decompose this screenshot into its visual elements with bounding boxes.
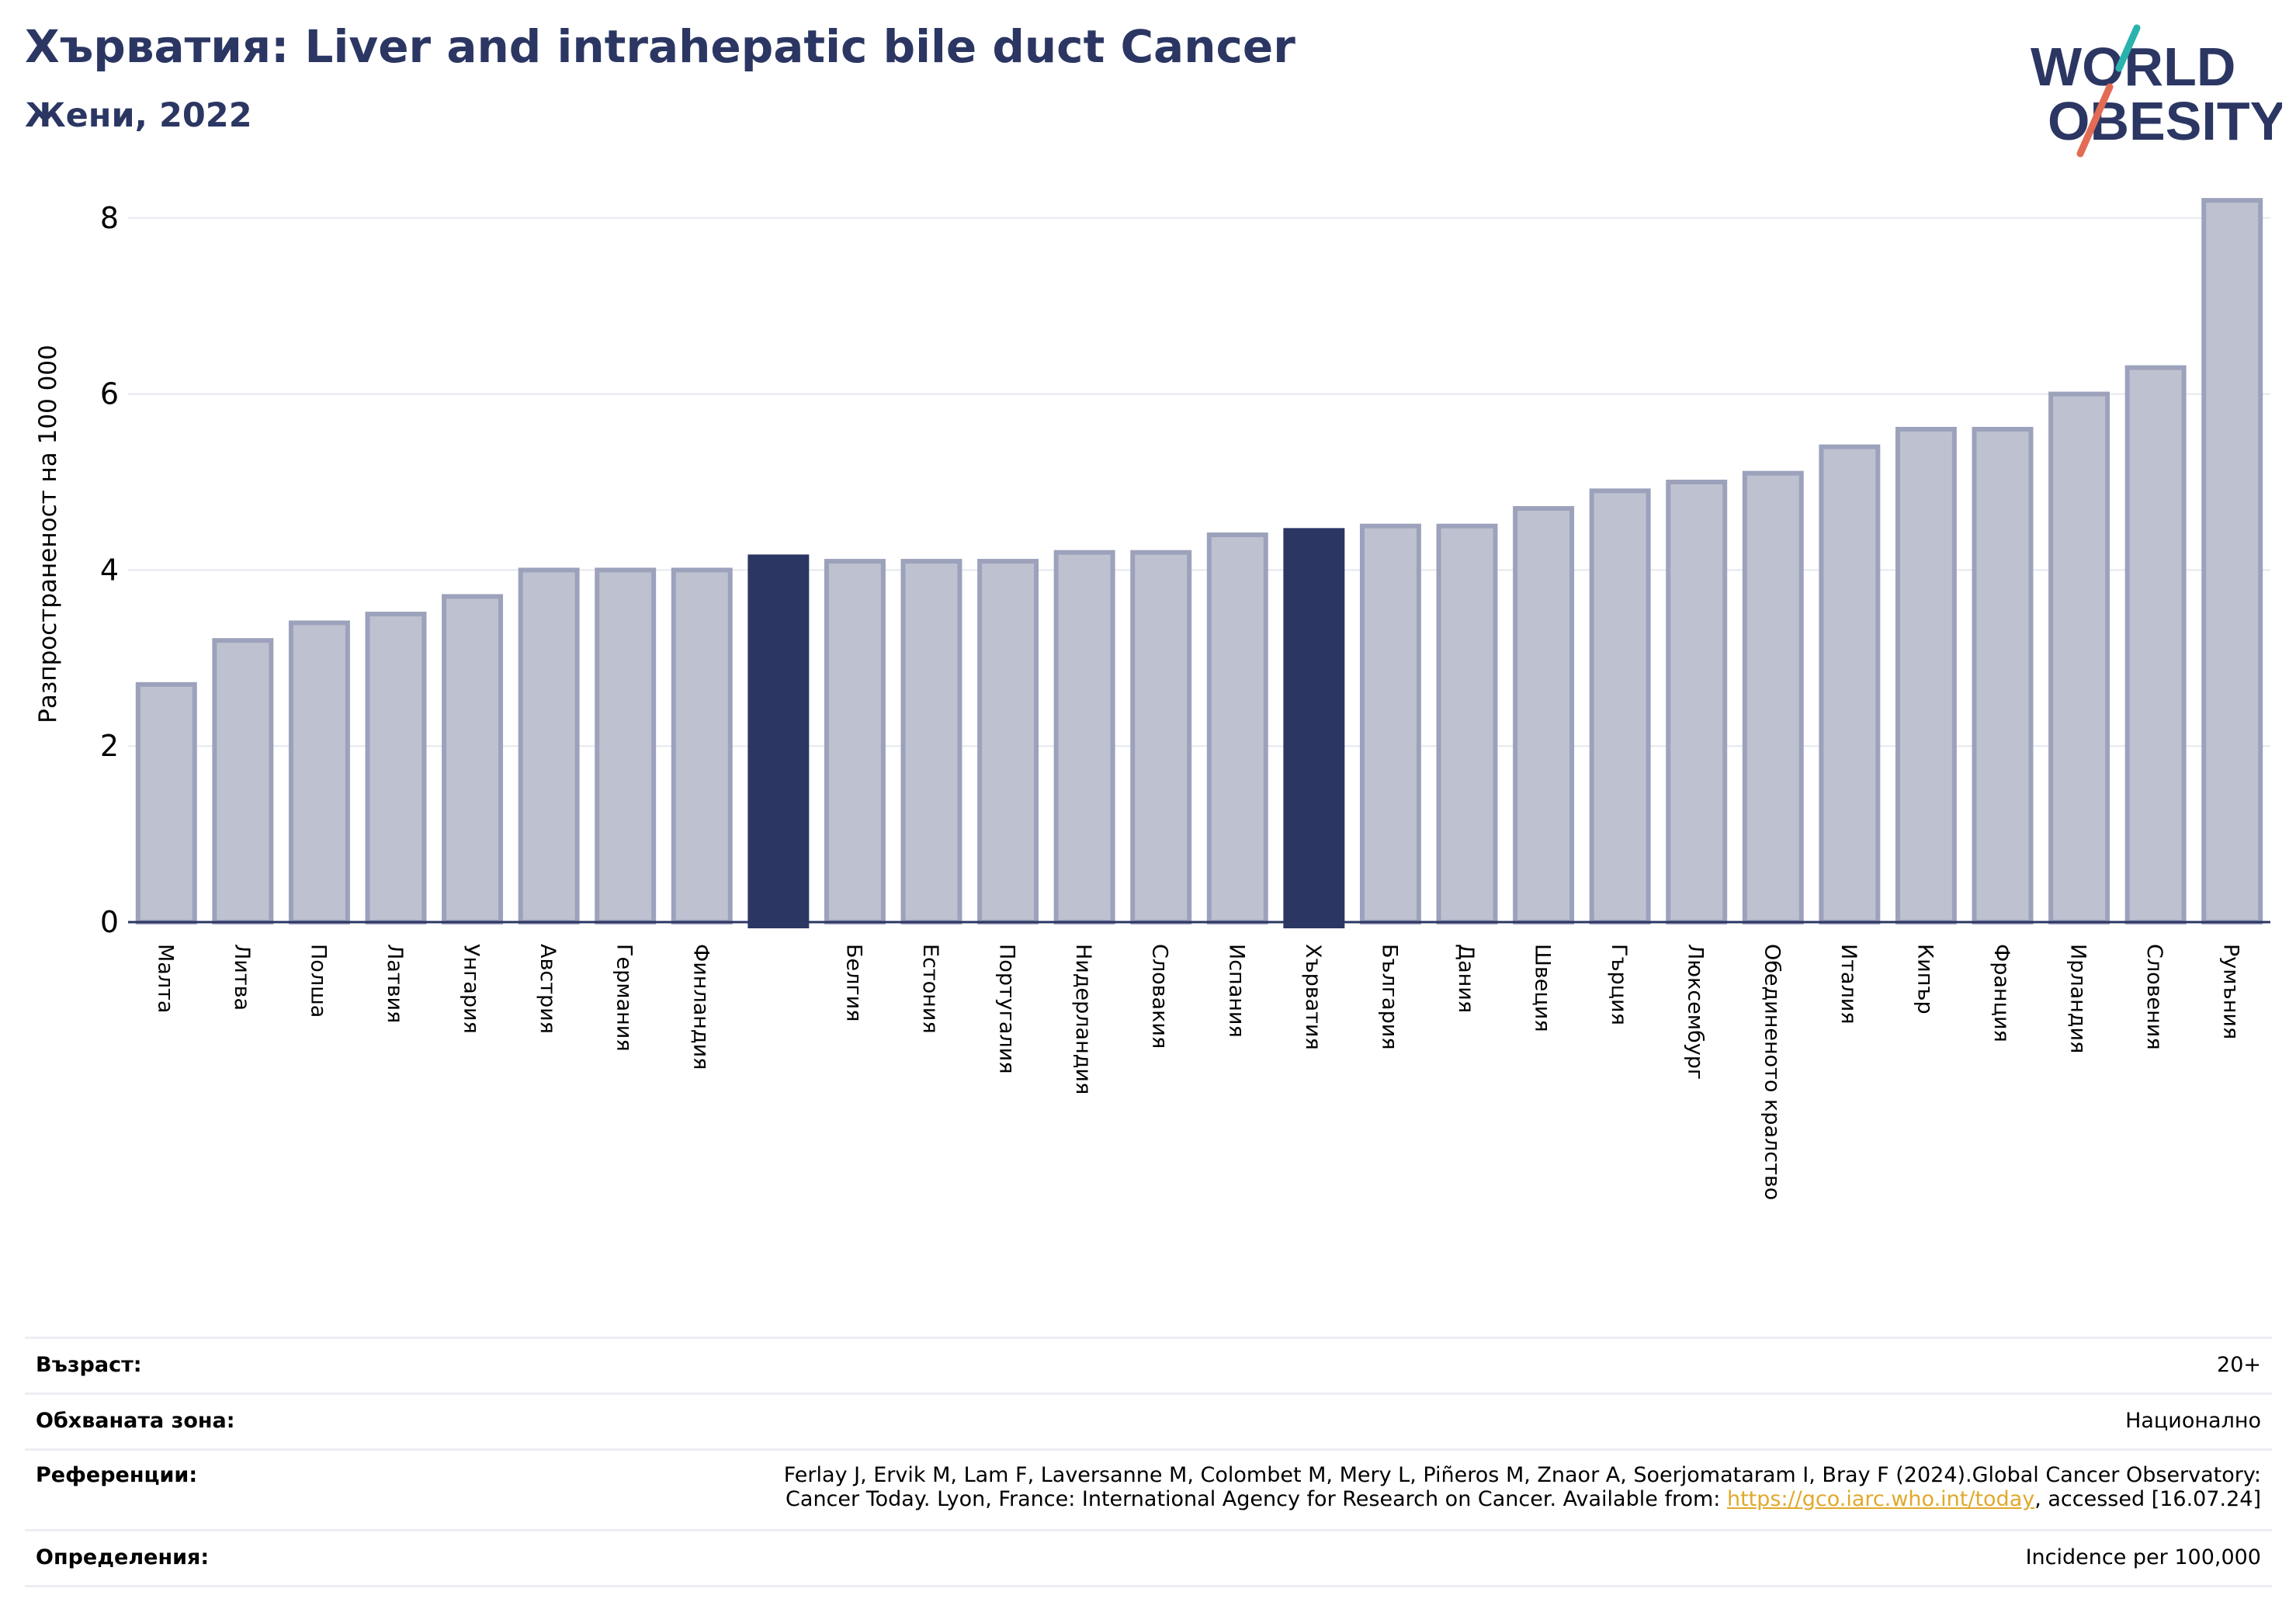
world-obesity-logo: WORLD OBESITY — [2018, 22, 2282, 169]
y-tick-label: 8 — [100, 201, 119, 235]
bar — [135, 681, 197, 924]
references-value: Ferlay J, Ervik M, Lam F, Laversanne M, … — [784, 1463, 2261, 1511]
x-tick-label: Дания — [1454, 944, 1478, 1013]
bar — [518, 567, 580, 925]
info-row-area: Обхваната зона: Национално — [25, 1395, 2272, 1451]
bar — [1053, 550, 1115, 924]
chart-svg: 0 2 4 6 8 Разпространеност на 100 000 Малта Лит… — [34, 198, 2270, 1200]
x-tick-label: Словакия — [1148, 944, 1172, 1049]
bar — [442, 594, 504, 924]
x-tick-label: Румъния — [2219, 944, 2243, 1039]
bar — [1895, 426, 1957, 924]
x-tick-label: Швеция — [1531, 944, 1555, 1032]
bar — [900, 559, 962, 924]
bar — [824, 559, 886, 924]
x-tick-label: Литва — [230, 944, 254, 1011]
bar — [288, 620, 350, 924]
bar — [212, 638, 274, 924]
x-tick-label: Обединеното кралство — [1760, 944, 1784, 1200]
area-label: Обхваната зона: — [36, 1409, 235, 1433]
references-line-1: Ferlay J, Ervik M, Lam F, Laversanne M, … — [783, 1463, 2261, 1487]
x-tick-label: Малта — [153, 944, 177, 1013]
x-tick-label: Финландия — [688, 944, 713, 1070]
y-tick-label: 4 — [100, 553, 119, 587]
info-row-references: Референции: Ferlay J, Ervik M, Lam F, La… — [25, 1451, 2272, 1531]
bar-chart: 0 2 4 6 8 Разпространеност на 100 000 Малта Лит… — [34, 198, 2270, 1200]
bar — [1666, 480, 1728, 924]
info-row-age: Възраст: 20+ — [25, 1339, 2272, 1395]
bar — [1206, 532, 1268, 924]
bar — [1589, 488, 1651, 924]
age-label: Възраст: — [36, 1353, 142, 1377]
bar — [1742, 470, 1804, 924]
x-tick-label: Нидерландия — [1071, 944, 1095, 1094]
logo-word-world: WORLD — [2031, 36, 2235, 97]
references-link[interactable]: https://gco.iarc.who.int/today — [1726, 1487, 2035, 1511]
bar — [365, 612, 427, 924]
x-tick-label: Гърция — [1607, 944, 1631, 1025]
chart-subtitle: Жени, 2022 — [25, 96, 252, 135]
definitions-label: Определения: — [36, 1545, 210, 1569]
references-line-2-end: , accessed [16.07.24] — [2034, 1487, 2261, 1511]
age-value: 20+ — [2217, 1353, 2261, 1377]
bar — [671, 567, 733, 925]
bar — [1819, 444, 1881, 924]
x-tick-label: Естония — [918, 944, 942, 1034]
bar — [595, 567, 657, 925]
x-tick-label: Португалия — [995, 944, 1019, 1073]
bar — [1513, 506, 1575, 924]
x-tick-label: Люксембург — [1684, 944, 1708, 1080]
bar — [747, 554, 810, 928]
definitions-value: Incidence per 100,000 — [2025, 1545, 2261, 1569]
references-line-2-start: Cancer Today. Lyon, France: Internationa… — [786, 1487, 1727, 1511]
bar — [2124, 365, 2187, 924]
bar — [1283, 528, 1345, 928]
x-tick-label: Хърватия — [1301, 944, 1325, 1050]
x-tick-label: Ирландия — [2066, 944, 2090, 1053]
x-tick-label: Германия — [612, 944, 636, 1052]
logo-coral-slash — [2076, 83, 2114, 158]
bar — [977, 559, 1039, 924]
logo-teal-slash — [2115, 24, 2141, 72]
references-label: Референции: — [36, 1463, 198, 1487]
bar — [2201, 198, 2263, 924]
x-tick-label: Словения — [2142, 944, 2166, 1050]
x-tick-label: Австрия — [536, 944, 560, 1034]
y-tick-label: 6 — [100, 377, 119, 411]
area-value: Национално — [2125, 1409, 2261, 1433]
x-tick-label: Полша — [306, 944, 330, 1018]
y-axis-label: Разпространеност на 100 000 — [34, 345, 62, 723]
x-tick-label: Белгия — [841, 944, 865, 1021]
y-tick-label: 2 — [100, 729, 119, 763]
x-tick-label: България — [1377, 944, 1401, 1050]
info-table: Възраст: 20+ Обхваната зона: Национално … — [25, 1337, 2272, 1587]
chart-title: Хърватия: Liver and intrahepatic bile du… — [25, 20, 1295, 73]
x-tick-label: Франция — [1989, 944, 2013, 1042]
bar — [1972, 426, 2034, 924]
bar — [1359, 523, 1421, 924]
bar — [2048, 391, 2110, 925]
x-tick-label: Унгария — [460, 944, 484, 1034]
x-tick-label: Кипър — [1913, 944, 1937, 1014]
x-tick-label: Испания — [1224, 944, 1248, 1038]
y-tick-label: 0 — [100, 905, 119, 939]
bar — [1436, 523, 1498, 924]
info-row-definitions: Определения: Incidence per 100,000 — [25, 1531, 2272, 1587]
bar — [1130, 550, 1192, 924]
x-tick-label: Италия — [1836, 944, 1861, 1025]
x-tick-label: Латвия — [383, 944, 407, 1023]
